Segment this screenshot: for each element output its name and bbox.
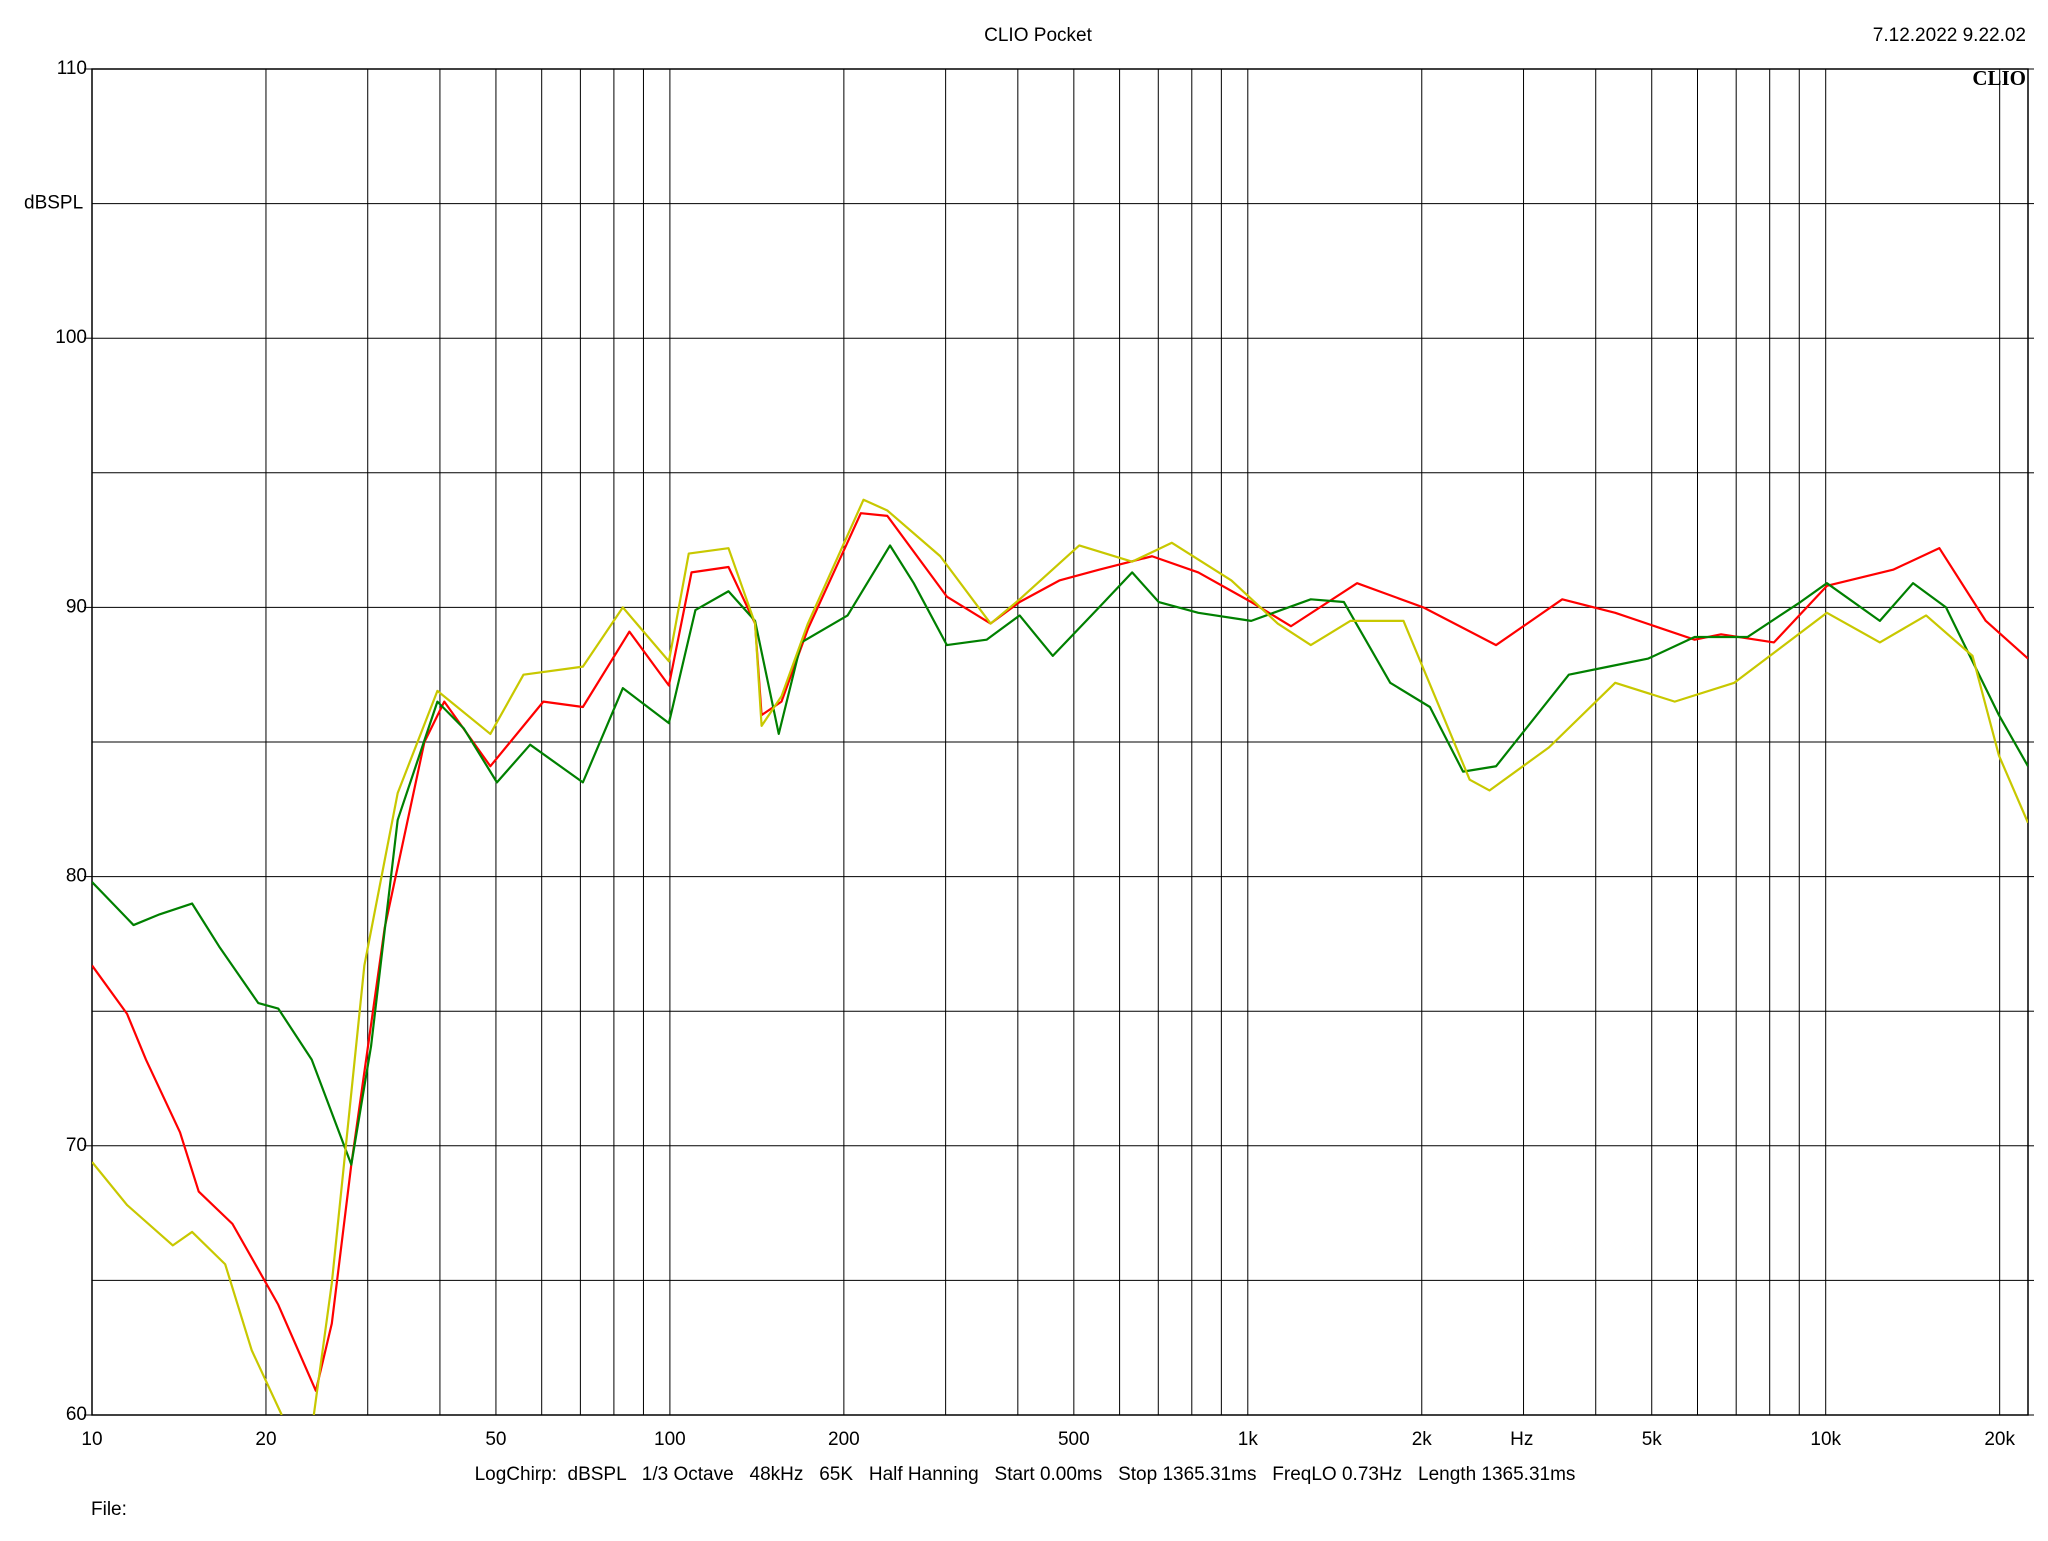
x-axis-label: Hz — [1510, 1429, 1533, 1450]
plot-area — [92, 498, 2028, 1415]
logo: CLIO — [1972, 66, 2026, 90]
series-line — [92, 512, 2028, 1392]
x-tick-label: 500 — [1058, 1429, 1090, 1450]
series-line — [92, 544, 2028, 1166]
chart-title: CLIO Pocket — [984, 25, 1092, 46]
x-tick-label: 100 — [654, 1429, 686, 1450]
x-tick-label: 20 — [255, 1429, 276, 1450]
file-label: File: — [91, 1499, 127, 1520]
x-tick-label: 20k — [1984, 1429, 2015, 1450]
x-tick-label: 10k — [1810, 1429, 1841, 1450]
y-tick-label: 60 — [66, 1404, 87, 1425]
x-tick-label: 200 — [828, 1429, 860, 1450]
y-axis-label: dBSPL — [24, 193, 83, 214]
plot-frame — [91, 68, 2029, 1416]
y-tick-label: 110 — [57, 58, 87, 79]
series-line — [92, 498, 2028, 1415]
y-tick-label: 90 — [66, 596, 87, 617]
timestamp: 7.12.2022 9.22.02 — [1873, 25, 2026, 46]
footer: LogChirp: dBSPL 1/3 Octave 48kHz 65K Hal… — [475, 1464, 1576, 1485]
x-tick-label: 50 — [485, 1429, 506, 1450]
y-tick-label: 100 — [55, 327, 87, 348]
x-tick-label: 1k — [1238, 1429, 1259, 1450]
y-tick-label: 70 — [66, 1135, 87, 1156]
x-tick-label: 5k — [1642, 1429, 1663, 1450]
y-tick-label: 80 — [66, 866, 87, 887]
x-tick-label: 10 — [81, 1429, 102, 1450]
x-tick-label: 2k — [1412, 1429, 1433, 1450]
